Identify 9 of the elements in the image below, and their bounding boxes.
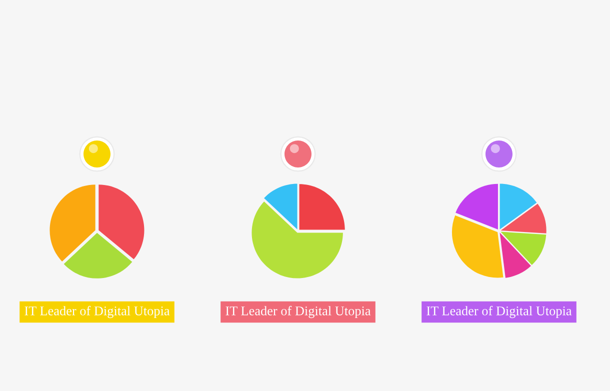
pie-slice xyxy=(500,232,531,278)
pie-slice xyxy=(456,184,498,230)
pie-slice xyxy=(500,232,546,266)
pie-slice xyxy=(500,204,546,234)
pie-slice xyxy=(452,215,504,278)
text: IT Leader of Digital Utopia xyxy=(24,306,170,318)
text: IT Leader of Digital Utopia xyxy=(426,306,572,318)
text: IT Leader of Digital Utopia xyxy=(226,306,371,318)
pie-slice xyxy=(500,184,537,230)
